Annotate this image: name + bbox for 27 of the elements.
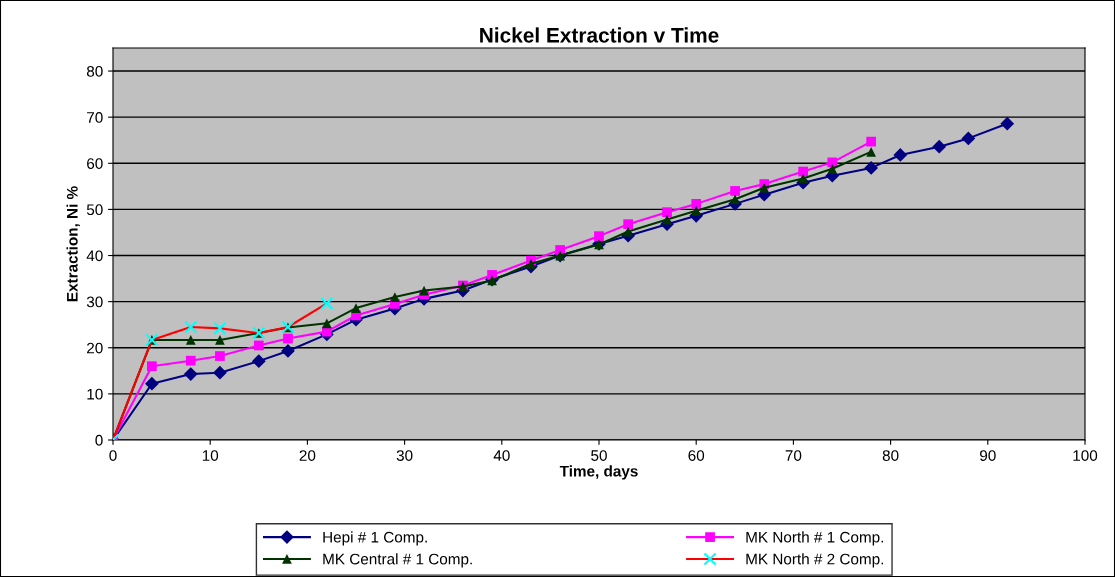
x-tick-label: 40 bbox=[493, 450, 510, 461]
x-tick-label: 60 bbox=[688, 450, 705, 461]
legend-label: Hepi # 1 Comp. bbox=[323, 531, 427, 546]
x-tick-label: 50 bbox=[591, 450, 607, 461]
y-tick-label: 80 bbox=[86, 65, 103, 77]
y-tick-label: 50 bbox=[86, 204, 103, 216]
y-tick-label: 40 bbox=[86, 250, 103, 262]
x-axis-title: Time, days bbox=[559, 465, 638, 480]
x-tick-label: 10 bbox=[202, 450, 219, 461]
y-tick-label: 60 bbox=[87, 158, 103, 169]
y-axis-title: Extraction, Ni % bbox=[66, 186, 80, 302]
x-tick-label: 90 bbox=[980, 450, 996, 461]
x-tick-label: 80 bbox=[882, 450, 899, 461]
y-tick-label: 10 bbox=[87, 388, 103, 400]
x-tick-label: 30 bbox=[396, 450, 413, 461]
x-tick-label: 70 bbox=[785, 450, 802, 461]
y-tick-label: 0 bbox=[95, 434, 103, 446]
y-tick-label: 70 bbox=[87, 112, 103, 123]
legend-label: MK North # 2 Comp. bbox=[746, 553, 884, 568]
legend-label: MK Central # 1 Comp. bbox=[323, 553, 472, 568]
y-tick-label: 30 bbox=[86, 296, 103, 308]
chart-title: Nickel Extraction v Time bbox=[480, 27, 719, 43]
y-tick-label: 20 bbox=[87, 342, 103, 354]
legend-label: MK North # 1 Comp. bbox=[746, 531, 884, 546]
x-tick-label: 100 bbox=[1073, 450, 1098, 461]
x-tick-label: 20 bbox=[299, 450, 316, 461]
x-tick-label: 0 bbox=[109, 450, 117, 461]
